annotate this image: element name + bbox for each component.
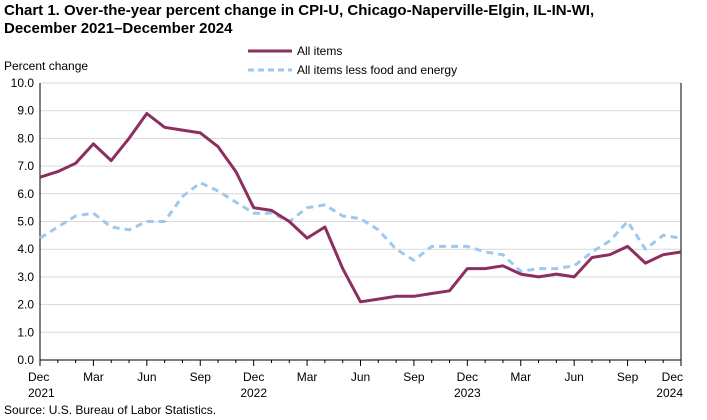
y-tick-label: 3.0 xyxy=(17,270,34,284)
legend: All items All items less food and energy xyxy=(248,44,457,77)
x-tick-label: Dec xyxy=(662,370,683,384)
x-tick-label: Mar xyxy=(510,370,531,384)
y-tick-label: 0.0 xyxy=(17,353,34,367)
x-tick-year-label: 2022 xyxy=(240,386,267,400)
series-line-core xyxy=(39,181,682,273)
y-tick-label: 6.0 xyxy=(17,187,34,201)
chart-title-line2: December 2021–December 2024 xyxy=(4,20,233,37)
legend-label-core: All items less food and energy xyxy=(297,63,457,77)
y-tick-label: 5.0 xyxy=(17,215,34,229)
y-tick-label: 1.0 xyxy=(17,325,34,339)
y-axis-label: Percent change xyxy=(4,59,88,73)
x-tick-label: Jun xyxy=(137,370,156,384)
gridlines xyxy=(40,82,681,333)
y-tick-label: 9.0 xyxy=(17,104,34,118)
y-tick-label: 8.0 xyxy=(17,131,34,145)
source-note: Source: U.S. Bureau of Labor Statistics. xyxy=(4,403,217,417)
x-tick-label: Sep xyxy=(617,370,639,384)
x-tick-year-label: 2023 xyxy=(454,386,481,400)
x-tick-label: Dec xyxy=(457,370,478,384)
x-tick-label: Sep xyxy=(403,370,425,384)
x-tick-label: Jun xyxy=(564,370,583,384)
x-tick-label: Dec xyxy=(28,370,49,384)
x-tick-label: Sep xyxy=(190,370,212,384)
x-tick-year-label: 2024 xyxy=(656,386,683,400)
y-tick-label: 7.0 xyxy=(17,159,34,173)
legend-label-all-items: All items xyxy=(297,44,342,58)
y-axis-ticks: 0.0 1.0 2.0 3.0 4.0 5.0 6.0 7.0 8.0 9.0 10.0 xyxy=(11,76,35,367)
y-tick-label: 4.0 xyxy=(17,242,34,256)
y-tick-label: 2.0 xyxy=(17,298,34,312)
chart-title-line1: Chart 1. Over-the-year percent change in… xyxy=(4,2,595,19)
x-tick-label: Mar xyxy=(83,370,104,384)
x-tick-year-label: 2021 xyxy=(28,386,55,400)
x-tick-label: Jun xyxy=(351,370,370,384)
x-axis-ticks: Dec 2021 Mar Jun Sep Dec 2022 Mar Jun Sep Dec 2023 M… xyxy=(28,360,683,400)
series-line-all-items xyxy=(39,112,682,304)
x-tick-label: Mar xyxy=(297,370,318,384)
y-tick-label: 10.0 xyxy=(11,76,35,90)
x-tick-label: Dec xyxy=(243,370,264,384)
chart-title: Chart 1. Over-the-year percent change in… xyxy=(4,2,704,38)
series-lines xyxy=(39,112,682,304)
